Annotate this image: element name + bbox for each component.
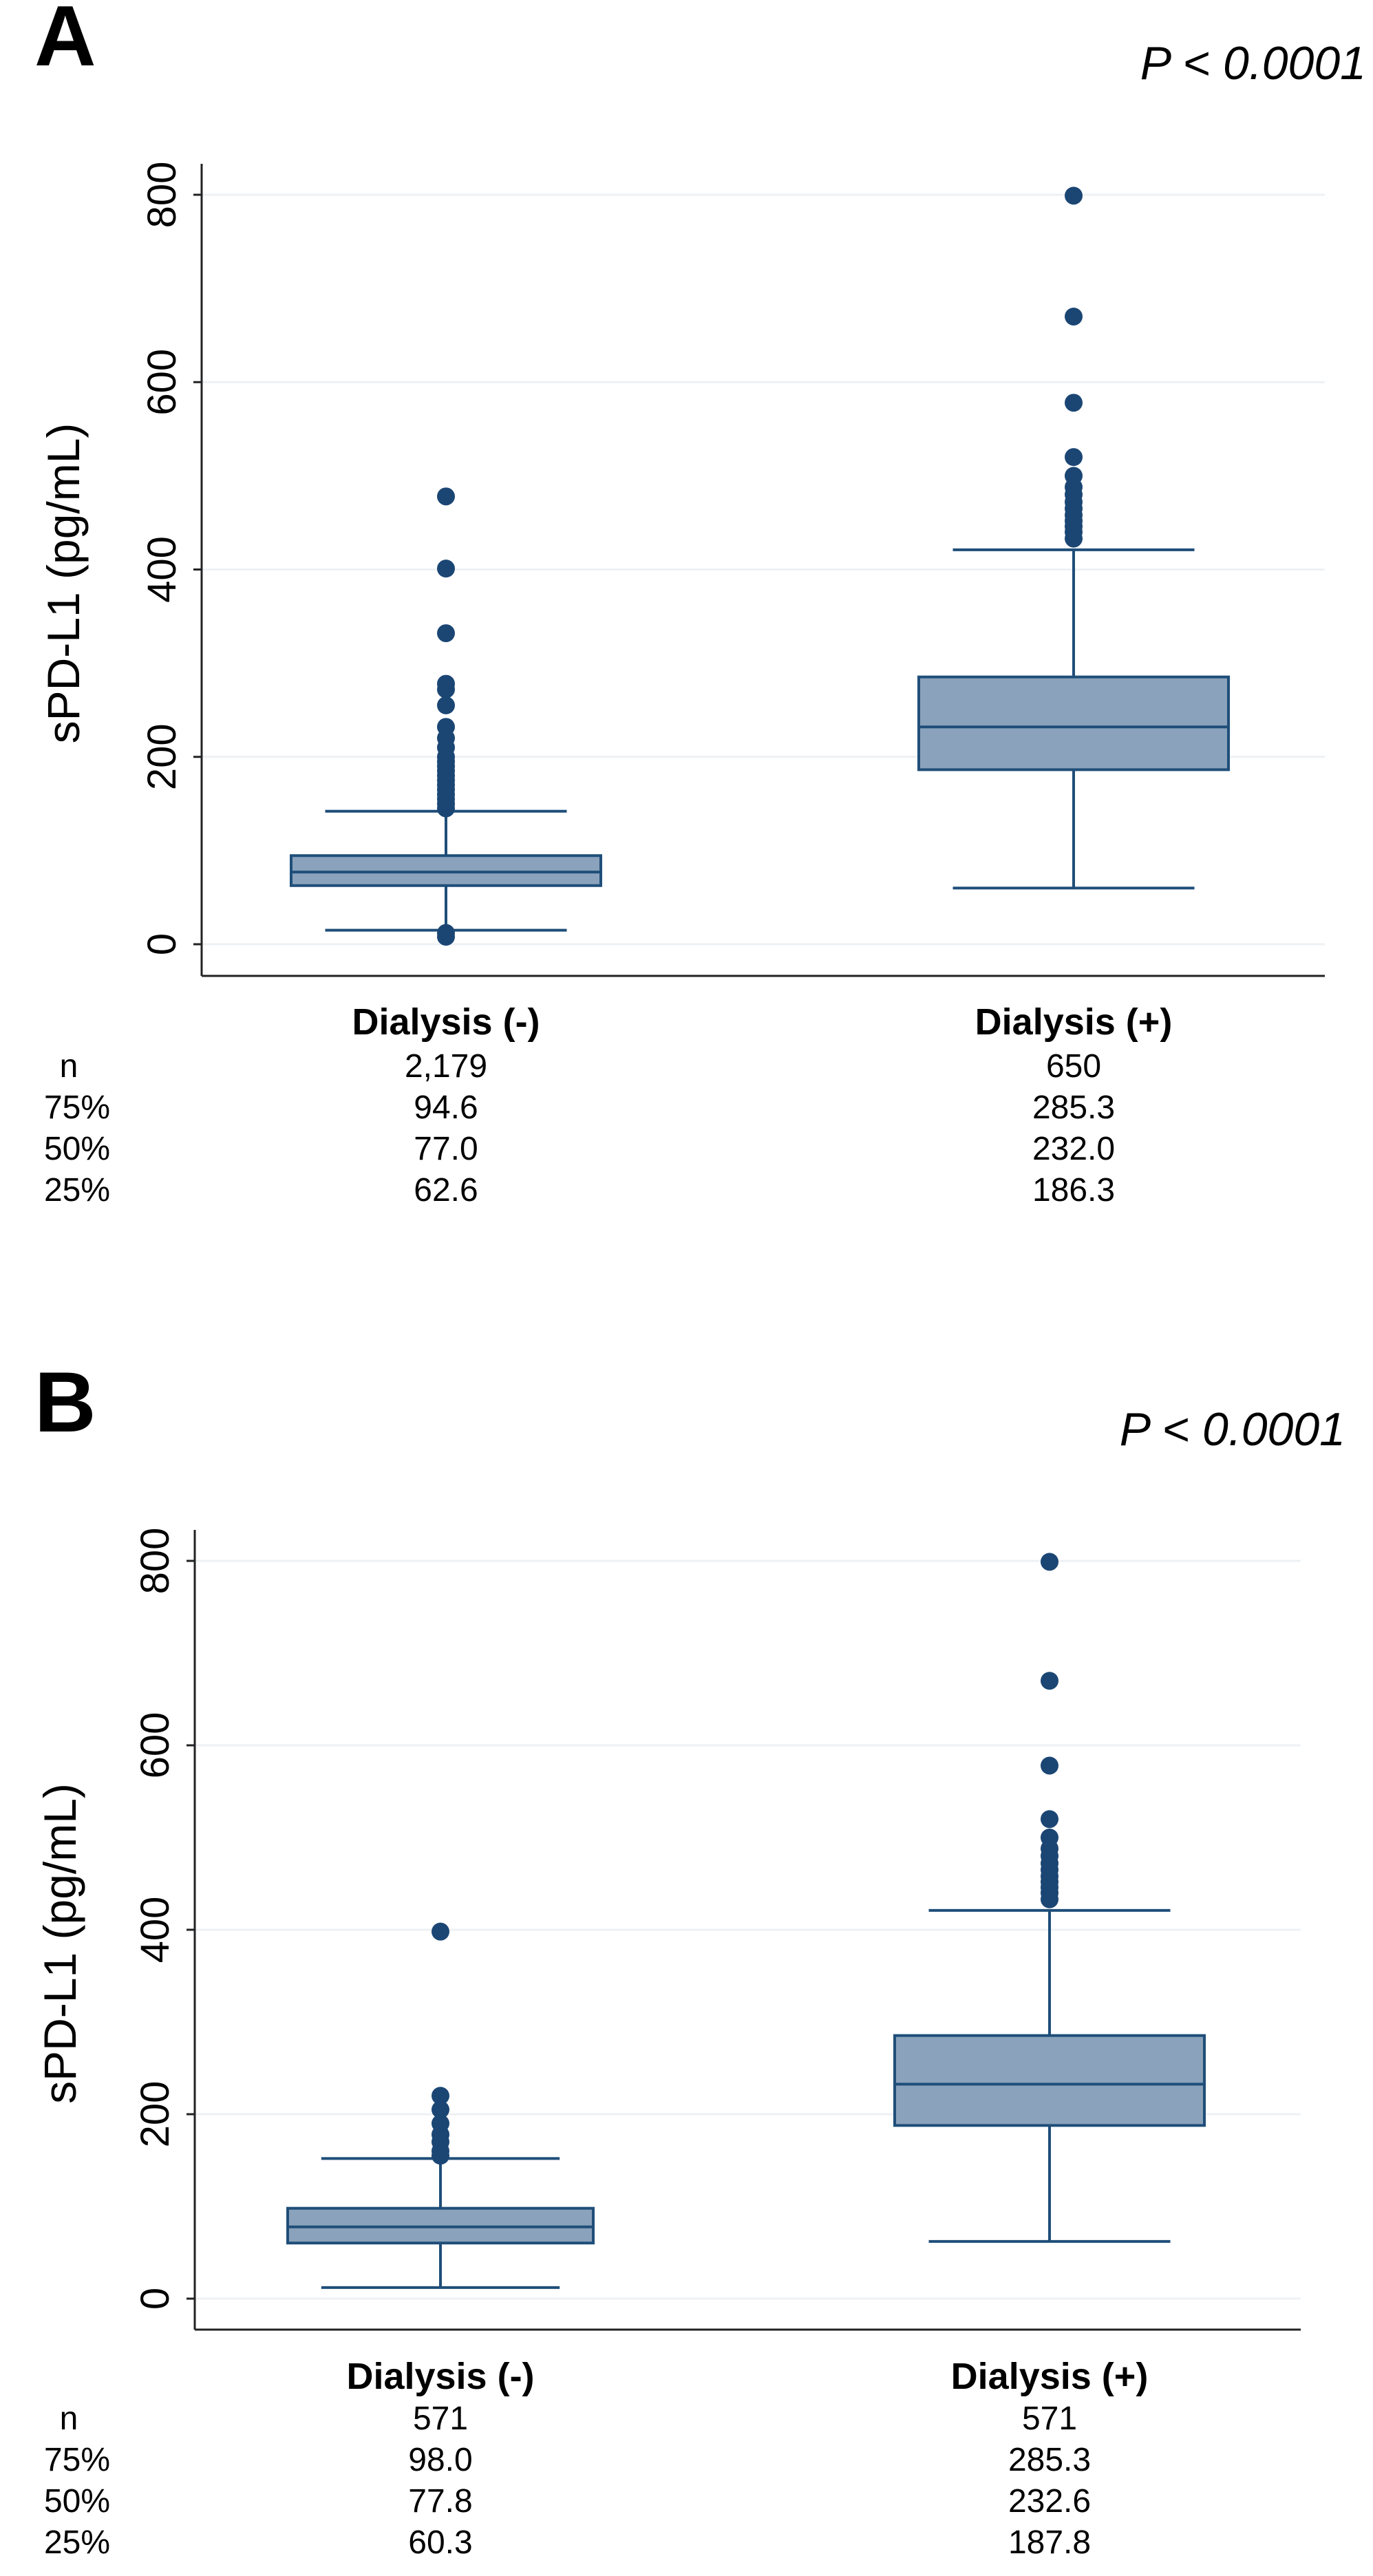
panel-b-table-cell-4-1: 60.3 [408,2524,472,2561]
panel-b-table-cell-3-1: 77.8 [408,2483,472,2520]
panel-b-box-2-outlier-10 [1041,1829,1058,1846]
panel-a-table-cell-4-1: 62.6 [414,1172,478,1209]
panel-a-tick-label-600: 600 [140,349,184,416]
panel-a-box-1-iqr-rect [290,854,602,887]
panel-a-table-cell-1-1: 2,179 [405,1048,487,1085]
panel-a-table-cell-3-1: 77.0 [414,1131,478,1167]
panel-b-tick-label-400: 400 [133,1897,178,1963]
panel-b-label: B [34,1355,96,1450]
panel-b-tick-label-0: 0 [133,2288,178,2310]
panel-a-tick-label-800: 800 [140,162,184,228]
panel-a-table-cell-2-1: 94.6 [414,1089,478,1126]
panel-a-label: A [34,0,96,84]
panel-a-y-axis-label: sPD-L1 (pg/mL) [38,423,89,744]
panel-b-tick-label-200: 200 [133,2081,178,2148]
panel-b-table-row-label-1: n [60,2401,78,2437]
panel-a-box-1-outlier-18 [437,696,455,714]
panel-b-category-label-1: Dialysis (-) [346,2356,534,2397]
panel-b-category-label-2: Dialysis (+) [951,2356,1149,2397]
panel-b-table-row-label-2: 75% [44,2442,110,2478]
panel-a-table-cell-4-2: 186.3 [1032,1172,1115,1209]
panel-b-box-1-outlier-6 [432,2100,449,2119]
panel-a-table-cell-3-2: 232.0 [1032,1131,1115,1167]
panel-b-table-cell-4-2: 187.8 [1008,2524,1091,2561]
panel-a-box-1-outlier-21 [437,624,455,643]
panel-a-table-row-label-2: 75% [44,1089,110,1126]
panel-b-table-row-label-3: 50% [44,2483,110,2520]
panel-a-tick-label-400: 400 [140,536,184,603]
panel-a-category-label-1: Dialysis (-) [352,1001,540,1043]
panel-a-box-2-iqr-rect [917,675,1230,771]
panel-a-table-row-label-4: 25% [44,1172,110,1209]
panel-b-table-cell-2-2: 285.3 [1008,2442,1091,2478]
panel-b-box-1-outlier-5 [432,2114,449,2133]
panel-a-tick-label-200: 200 [140,723,184,790]
panel-a-table-cell-1-2: 650 [1046,1048,1101,1085]
panel-b-tick-label-600: 600 [133,1712,178,1779]
panel-b-box-2-outlier-13 [1041,1672,1058,1690]
panel-b-box-1-outlier-7 [432,2087,449,2105]
panel-b-table-cell-1-2: 571 [1022,2401,1077,2437]
panel-b-box-2-outlier-12 [1041,1756,1058,1775]
panel-b-y-axis-label: sPD-L1 (pg/mL) [34,1783,85,2104]
panel-a-box-1-outlier-20 [437,674,455,693]
panel-b-box-1-outlier-8 [432,1922,449,1941]
panel-b-tick-label-800: 800 [133,1528,178,1595]
panel-a-box-2-outlier-14 [1065,187,1083,205]
panel-a-box-2-outlier-12 [1065,394,1083,412]
panel-a-table-row-label-1: n [60,1048,78,1085]
panel-a-box-1-outlier-17 [437,718,455,736]
panel-b-table-cell-1-1: 571 [413,2401,468,2437]
panel-a-tick-label-0: 0 [140,933,184,955]
panel-a-table-cell-2-2: 285.3 [1032,1089,1115,1126]
panel-a-box-1-outlier-2 [437,924,455,942]
panel-a-category-label-2: Dialysis (+) [975,1001,1173,1043]
panel-a-box-1-outlier-22 [437,560,455,578]
panel-a-box-1-outlier-23 [437,487,455,506]
panel-b-box-2-iqr-rect [893,2034,1206,2127]
panel-b-box-2-outlier-14 [1041,1553,1058,1571]
panel-a-box-2-outlier-10 [1065,467,1083,485]
panel-b-box-2-outlier-11 [1041,1810,1058,1829]
panel-a-p-value: P < 0.0001 [1140,37,1366,89]
panel-b-table-cell-3-2: 232.6 [1008,2483,1091,2520]
panel-a-box-2-outlier-11 [1065,448,1083,467]
panel-a-box-2-outlier-13 [1065,307,1083,326]
panel-b-p-value: P < 0.0001 [1120,1403,1345,1456]
panel-a-table-row-label-3: 50% [44,1131,110,1167]
panel-b-table-cell-2-1: 98.0 [408,2442,472,2478]
panel-b-table-row-label-4: 25% [44,2524,110,2561]
